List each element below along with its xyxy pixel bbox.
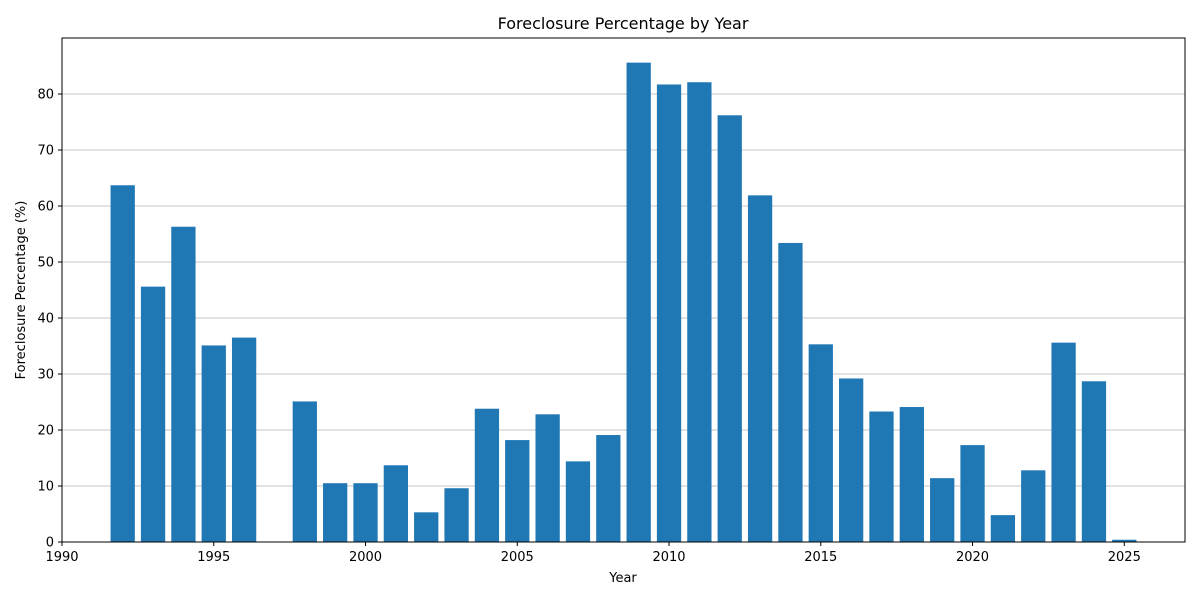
bars [110,62,1137,543]
x-tick-label: 1995 [197,550,230,565]
bar [1021,470,1046,542]
chart-title: Foreclosure Percentage by Year [498,14,749,33]
y-tick-label: 20 [37,424,54,439]
y-axis-title: Foreclosure Percentage (%) [14,201,29,380]
bar [201,345,226,542]
bar [140,286,166,542]
bar [1081,381,1107,542]
y-tick-label: 10 [37,480,54,495]
x-tick-label: 1990 [45,550,78,565]
x-tick-label: 2020 [956,550,989,565]
x-tick-label: 2005 [501,550,534,565]
bar [565,461,591,542]
y-tick-label: 80 [37,88,54,103]
y-tick-label: 60 [37,200,54,215]
y-tick-label: 70 [37,144,54,159]
y-tick-label: 0 [46,536,54,551]
y-tick-label: 50 [37,256,54,271]
x-axis: 1990 1995 2000 2005 2010 2015 2020 2025 [45,542,1141,565]
bar [444,488,469,542]
bar [231,337,257,542]
x-tick-label: 2025 [1108,550,1141,565]
bar [778,242,803,542]
bar [687,82,712,543]
bar [626,62,651,542]
x-tick-label: 2000 [349,550,382,565]
bar [414,512,439,542]
bar [656,84,682,542]
bar [596,435,621,542]
y-axis: 0 10 20 30 40 50 60 70 80 [37,88,62,551]
plot-frame [61,37,1186,543]
bar [323,483,348,542]
bar [869,411,894,542]
bar [171,226,196,542]
bar [930,478,955,542]
bar [474,408,500,542]
bar [535,414,560,542]
bar [110,185,135,542]
x-tick-label: 2015 [804,550,837,565]
bar [505,440,530,542]
bar [808,344,833,542]
bar [899,407,924,542]
bar [747,195,773,543]
bar [1051,342,1076,542]
bar [1112,539,1137,542]
bar [838,378,864,542]
y-tick-label: 30 [37,368,54,383]
bar [960,445,985,542]
x-axis-title: Year [608,571,637,586]
bar [292,401,317,542]
bar [353,483,378,542]
x-tick-label: 2010 [652,550,685,565]
bar [717,115,742,542]
y-tick-label: 40 [37,312,54,327]
bar [990,515,1016,542]
bar [383,465,409,542]
